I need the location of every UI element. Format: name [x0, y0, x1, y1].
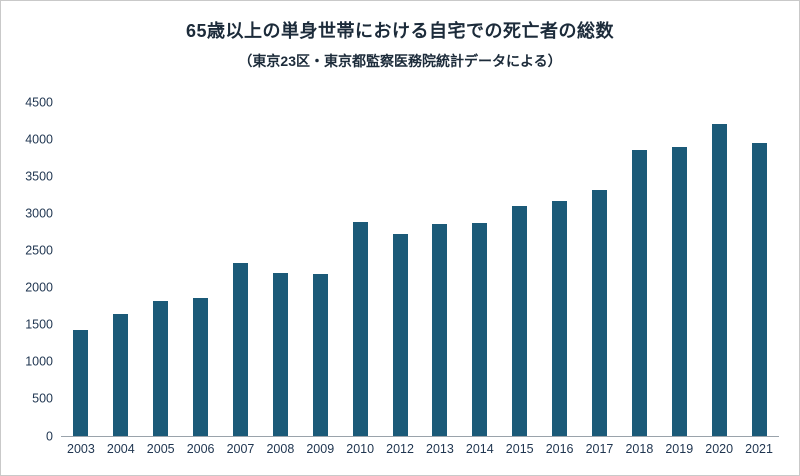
y-tick-label: 2000	[25, 280, 53, 295]
bar-2017	[592, 190, 607, 436]
x-tick-label: 2008	[266, 442, 295, 456]
bar-2006	[193, 297, 209, 436]
x-tick-label: 2021	[745, 442, 773, 456]
bar-2016	[552, 201, 568, 436]
bar-2007	[233, 263, 248, 436]
x-tick-label: 2010	[346, 442, 375, 456]
y-tick-label: 500	[32, 391, 53, 406]
y-tick-label: 4500	[25, 94, 53, 109]
chart-title: 65歳以上の単身世帯における自宅での死亡者の総数	[185, 21, 615, 41]
bar-2014	[472, 222, 488, 436]
x-tick-label: 2015	[505, 442, 534, 456]
bar-2019	[671, 146, 687, 436]
x-tick-label: 2014	[465, 442, 494, 456]
y-tick-label: 4000	[25, 131, 53, 146]
y-axis: 0 500 1000 1500 2000 2500 3000 3500 4000 4500	[9, 96, 53, 442]
x-tick-label: 2005	[146, 442, 175, 456]
y-tick-label: 1000	[25, 354, 53, 369]
x-tick-label: 2019	[665, 442, 694, 456]
x-tick-label: 2006	[186, 442, 215, 456]
bar-2020	[711, 124, 727, 436]
x-tick-label: 2003	[67, 442, 95, 456]
y-tick-label: 3000	[25, 206, 53, 221]
x-axis: 2003 2004 2005 2006 2007 2008 2009 2010 2012 2013…	[61, 442, 779, 462]
x-tick-label: 2013	[426, 442, 454, 456]
bar-2004	[113, 314, 129, 436]
bar-2021	[751, 142, 767, 436]
plot-area	[61, 103, 779, 437]
x-tick-label: 2009	[306, 442, 335, 456]
x-tick-label: 2007	[226, 442, 255, 456]
bar-2003	[73, 329, 89, 436]
bar-2013	[432, 224, 448, 436]
bar-2012	[392, 234, 408, 436]
chart-subtitle: （東京23区・東京都監察医務院統計データによる）	[238, 53, 562, 69]
x-tick-label: 2017	[585, 442, 614, 456]
x-tick-label: 2016	[545, 442, 574, 456]
bar-2008	[272, 272, 288, 436]
bar-2009	[312, 274, 328, 436]
bar-2015	[512, 205, 528, 436]
x-tick-label: 2004	[106, 442, 135, 456]
y-tick-label: 2500	[25, 243, 53, 258]
bar-2018	[631, 150, 647, 436]
x-tick-label: 2012	[386, 442, 414, 456]
bar-2010	[352, 221, 368, 436]
y-tick-label: 1500	[25, 317, 53, 332]
y-tick-label: 3500	[25, 168, 53, 183]
x-tick-label: 2020	[705, 442, 734, 456]
bar-2005	[153, 300, 169, 436]
y-tick-label: 0	[46, 428, 53, 443]
x-tick-label: 2018	[625, 442, 654, 456]
